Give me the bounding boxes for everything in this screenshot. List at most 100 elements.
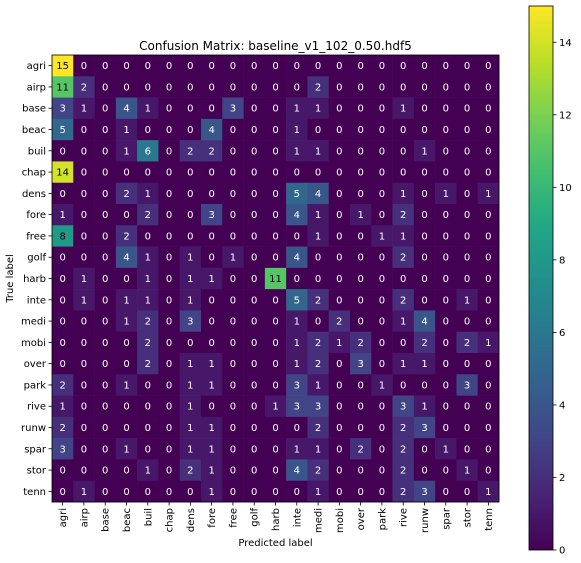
cell-value-label: 0 [187, 487, 193, 498]
heatmap-cell [392, 182, 415, 205]
heatmap-cell [52, 353, 74, 375]
cell-value-label: 0 [315, 317, 321, 328]
cell-value-label: 0 [464, 253, 470, 264]
heatmap-cell [222, 76, 244, 98]
cell-value-label: 0 [272, 104, 278, 115]
cell-value-label: 4 [294, 210, 300, 221]
heatmap-cell [392, 55, 415, 77]
heatmap-cell [413, 161, 436, 184]
heatmap-cell [222, 246, 244, 269]
heatmap-cell [286, 76, 308, 98]
cell-value-label: 0 [102, 146, 108, 157]
y-tick-label: medi [21, 317, 46, 328]
heatmap-cell [371, 140, 393, 162]
cell-value-label: 0 [443, 359, 449, 370]
cell-value-label: 4 [123, 253, 129, 264]
cell-value-label: 0 [294, 231, 300, 242]
heatmap-cell [52, 438, 74, 460]
cell-value-label: 0 [123, 82, 129, 93]
cell-value-label: 0 [272, 338, 278, 349]
heatmap-cell [350, 395, 372, 418]
cell-value-label: 0 [379, 317, 385, 328]
heatmap-cell [392, 416, 415, 439]
x-tick-label: tenn [484, 508, 495, 531]
heatmap-cell [456, 416, 479, 439]
heatmap-cell [222, 182, 244, 205]
cell-value-label: 11 [56, 82, 69, 93]
cell-value-label: 1 [81, 295, 87, 306]
cell-value-label: 3 [357, 359, 363, 370]
heatmap-cell [456, 267, 479, 290]
cell-value-label: 0 [443, 61, 449, 72]
heatmap-cell [328, 97, 351, 120]
heatmap-cell [392, 438, 415, 460]
cell-value-label: 1 [315, 380, 321, 391]
heatmap-cell [328, 55, 351, 77]
heatmap-cell [73, 204, 95, 226]
cell-value-label: 0 [166, 82, 172, 93]
heatmap-cell [435, 416, 457, 439]
cell-value-label: 1 [400, 317, 406, 328]
heatmap-cell [158, 225, 181, 247]
heatmap-cell [201, 76, 223, 98]
cell-value-label: 0 [421, 189, 427, 200]
cell-value-label: 0 [102, 338, 108, 349]
heatmap-cell [158, 310, 181, 333]
cell-value-label: 0 [443, 231, 449, 242]
heatmap-cell [413, 310, 436, 333]
cell-value-label: 0 [251, 444, 257, 455]
heatmap-cell [179, 140, 202, 162]
cell-value-label: 2 [400, 253, 406, 264]
cell-value-label: 3 [400, 402, 406, 413]
heatmap-cell [328, 289, 351, 311]
heatmap-cell [52, 182, 74, 205]
heatmap-cell [158, 353, 181, 375]
cell-value-label: 0 [379, 423, 385, 434]
cell-value-label: 0 [230, 402, 236, 413]
x-tick-label: spar [441, 507, 452, 530]
cell-value-label: 0 [123, 466, 129, 477]
cell-value-label: 2 [336, 317, 342, 328]
cell-value-label: 2 [357, 444, 363, 455]
cell-value-label: 0 [59, 295, 65, 306]
heatmap-cell [222, 331, 244, 354]
heatmap-cell [371, 353, 393, 375]
cell-value-label: 1 [357, 210, 363, 221]
heatmap-cell [477, 416, 500, 439]
heatmap-cell [413, 55, 436, 77]
cell-value-label: 0 [251, 338, 257, 349]
cell-value-label: 0 [400, 338, 406, 349]
heatmap-cell [137, 331, 159, 354]
cell-value-label: 0 [59, 359, 65, 370]
cell-value-label: 0 [485, 61, 491, 72]
cell-value-label: 0 [102, 466, 108, 477]
cell-value-label: 8 [59, 231, 65, 242]
cell-value-label: 0 [166, 61, 172, 72]
heatmap-cell [371, 204, 393, 226]
cell-value-label: 1 [294, 444, 300, 455]
cell-value-label: 0 [464, 146, 470, 157]
cell-value-label: 0 [81, 210, 87, 221]
cell-value-label: 4 [208, 125, 214, 136]
cell-value-label: 0 [81, 359, 87, 370]
heatmap-cell [179, 310, 202, 333]
heatmap-cell [413, 395, 436, 418]
heatmap-cell [222, 97, 244, 120]
heatmap-cell [413, 267, 436, 290]
cell-value-label: 4 [294, 253, 300, 264]
cell-value-label: 1 [443, 189, 449, 200]
cell-value-label: 0 [272, 146, 278, 157]
cell-value-label: 0 [251, 61, 257, 72]
cell-value-label: 0 [102, 125, 108, 136]
cell-value-label: 0 [251, 210, 257, 221]
cell-value-label: 0 [400, 274, 406, 285]
cell-value-label: 0 [208, 61, 214, 72]
cell-value-label: 0 [272, 359, 278, 370]
heatmap-cell [371, 182, 393, 205]
heatmap-cell [201, 459, 223, 482]
cell-value-label: 0 [187, 231, 193, 242]
cell-value-label: 0 [357, 61, 363, 72]
cell-value-label: 0 [230, 125, 236, 136]
heatmap-cell [371, 331, 393, 354]
